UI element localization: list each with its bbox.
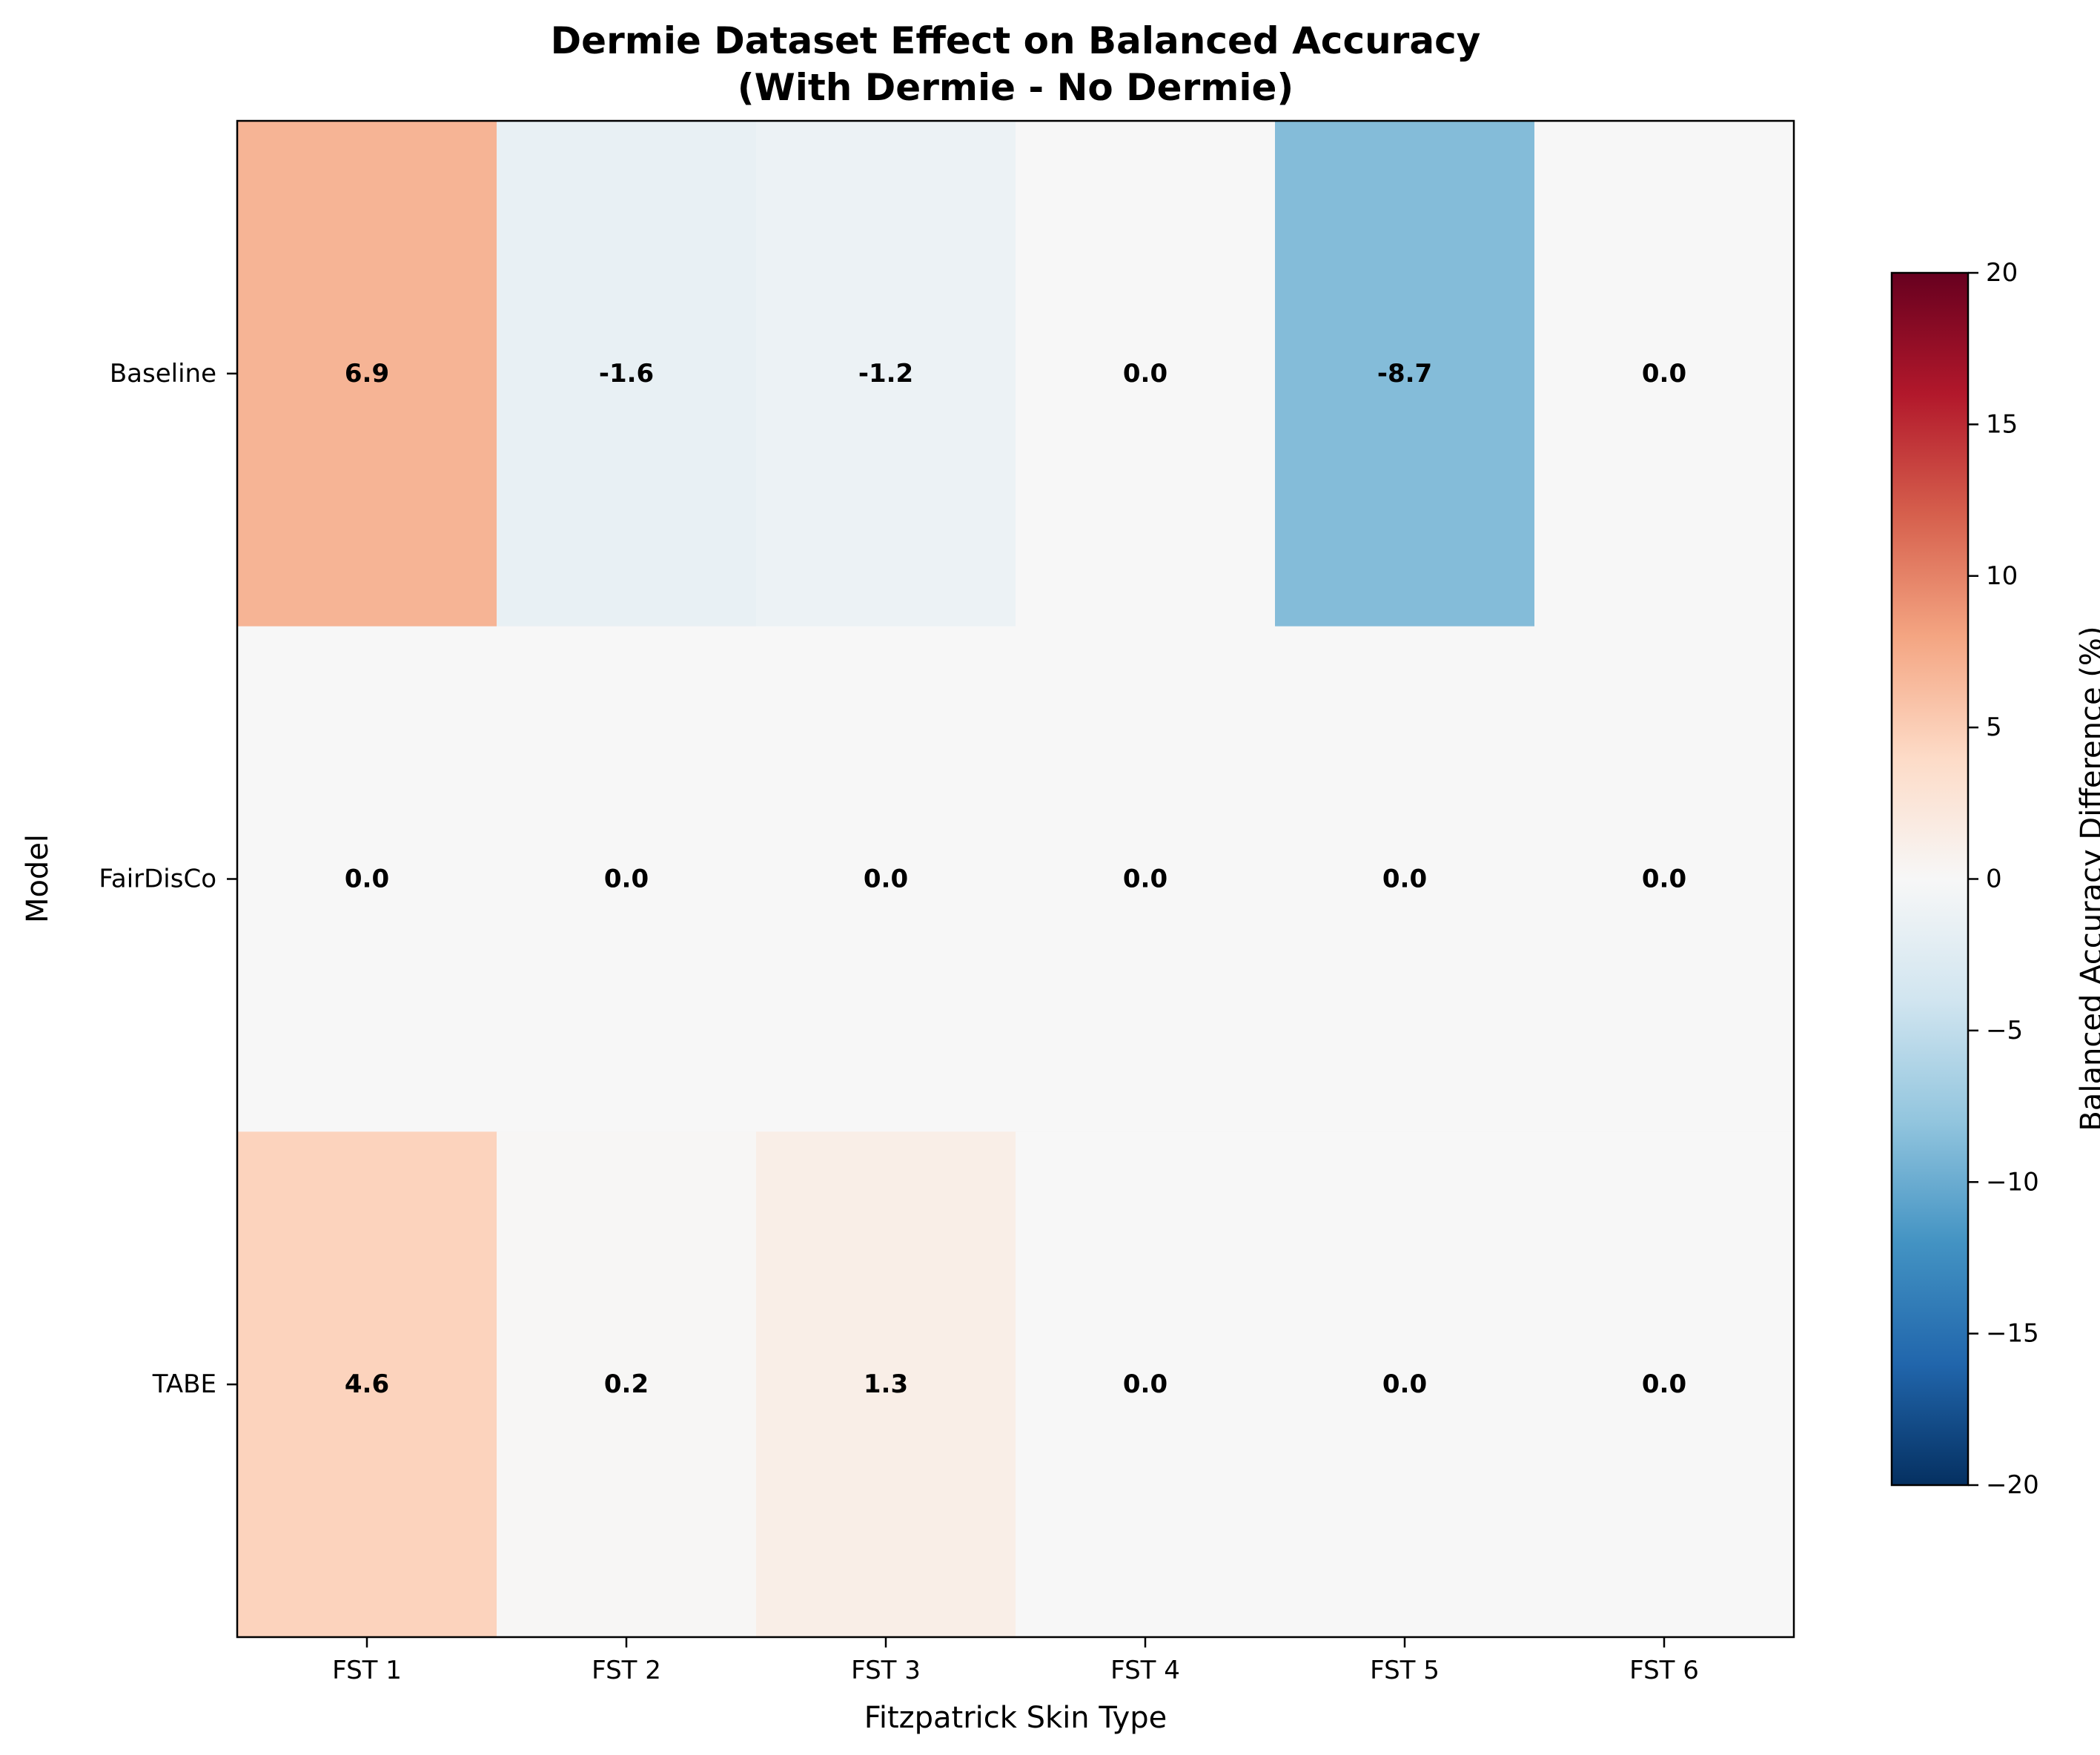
heatmap-cell-value: 0.0: [1642, 359, 1686, 389]
y-tick-label: FairDisCo: [99, 865, 216, 894]
x-tick-label: FST 4: [1110, 1656, 1180, 1685]
heatmap-cell: [497, 626, 757, 1132]
heatmap-cell: [1016, 1131, 1276, 1638]
colorbar-gradient: [1892, 273, 1968, 1485]
heatmap-cell: [237, 626, 497, 1132]
heatmap-cell: [756, 121, 1016, 627]
heatmap-cell: [756, 1131, 1016, 1638]
chart-subtitle: (With Dermie - No Dermie): [738, 66, 1294, 109]
x-tick-label: FST 2: [592, 1656, 661, 1685]
colorbar-tick-label: 15: [1986, 409, 2018, 439]
heatmap-cell: [1275, 121, 1535, 627]
heatmap-cell-labels: 6.9 -1.6 -1.2 0.0 -8.7 0.0 0.0 0.0 0.0 0.0 0.0 0.0 4…: [345, 359, 1686, 1399]
y-axis-label: Model: [21, 834, 55, 923]
heatmap-cell-value: 4.6: [345, 1369, 389, 1399]
y-tick-label: TABE: [152, 1369, 216, 1399]
colorbar-tick-label: −5: [1986, 1016, 2023, 1045]
y-tick-label: Baseline: [110, 359, 216, 389]
colorbar-tick-label: −15: [1986, 1319, 2039, 1349]
colorbar-tick-label: −10: [1986, 1167, 2039, 1197]
heatmap-cell-value: 0.0: [604, 865, 649, 894]
heatmap-cell: [1275, 626, 1535, 1132]
heatmap-cell: [1534, 626, 1795, 1132]
heatmap-cell: [1016, 121, 1276, 627]
heatmap-cell-value: 0.0: [1642, 1369, 1686, 1399]
heatmap-cell: [1534, 121, 1795, 627]
heatmap-cell-value: 0.0: [1382, 1369, 1427, 1399]
colorbar-label: Balanced Accuracy Difference (%): [2075, 626, 2100, 1131]
x-axis-ticks: FST 1 FST 2 FST 3 FST 4 FST 5 FST 6: [332, 1637, 1699, 1685]
heatmap-cell: [1016, 626, 1276, 1132]
colorbar-tick-label: 20: [1986, 258, 2018, 288]
x-axis-label: Fitzpatrick Skin Type: [864, 1701, 1167, 1735]
heatmap-cell-value: 0.0: [1123, 1369, 1167, 1399]
heatmap-cell-value: 0.0: [1382, 865, 1427, 894]
heatmap-cell-value: -8.7: [1377, 359, 1432, 389]
heatmap-cell: [497, 121, 757, 627]
heatmap-cell-value: 0.0: [1642, 865, 1686, 894]
x-tick-label: FST 5: [1370, 1656, 1440, 1685]
x-tick-label: FST 6: [1629, 1656, 1699, 1685]
chart-title: Dermie Dataset Effect on Balanced Accura…: [551, 19, 1481, 62]
heatmap-cell: [756, 626, 1016, 1132]
heatmap-cell-value: 0.0: [864, 865, 908, 894]
colorbar-tick-label: −20: [1986, 1470, 2039, 1500]
heatmap-cell: [1275, 1131, 1535, 1638]
heatmap-cell-value: 0.0: [1123, 359, 1167, 389]
x-tick-label: FST 3: [851, 1656, 921, 1685]
heatmap-cell-value: 0.0: [1123, 865, 1167, 894]
colorbar-tick-label: 0: [1986, 865, 2002, 894]
heatmap-cell-value: -1.2: [858, 359, 913, 389]
colorbar-tick-label: 5: [1986, 713, 2002, 742]
heatmap-cell: [237, 1131, 497, 1638]
colorbar-ticks: 20 15 10 5 0 −5 −10 −15 −20: [1968, 258, 2039, 1500]
colorbar-tick-label: 10: [1986, 561, 2018, 591]
x-tick-label: FST 1: [332, 1656, 402, 1685]
heatmap-cell: [237, 121, 497, 627]
y-axis-ticks: Baseline FairDisCo TABE: [99, 359, 237, 1399]
heatmap-cells: [237, 121, 1795, 1638]
heatmap-cell: [497, 1131, 757, 1638]
heatmap-cell-value: 0.2: [604, 1369, 649, 1399]
heatmap-cell-value: 6.9: [345, 359, 389, 389]
heatmap-cell: [1534, 1131, 1795, 1638]
heatmap-cell-value: -1.6: [599, 359, 654, 389]
heatmap-cell-value: 0.0: [345, 865, 389, 894]
heatmap-cell-value: 1.3: [864, 1369, 908, 1399]
